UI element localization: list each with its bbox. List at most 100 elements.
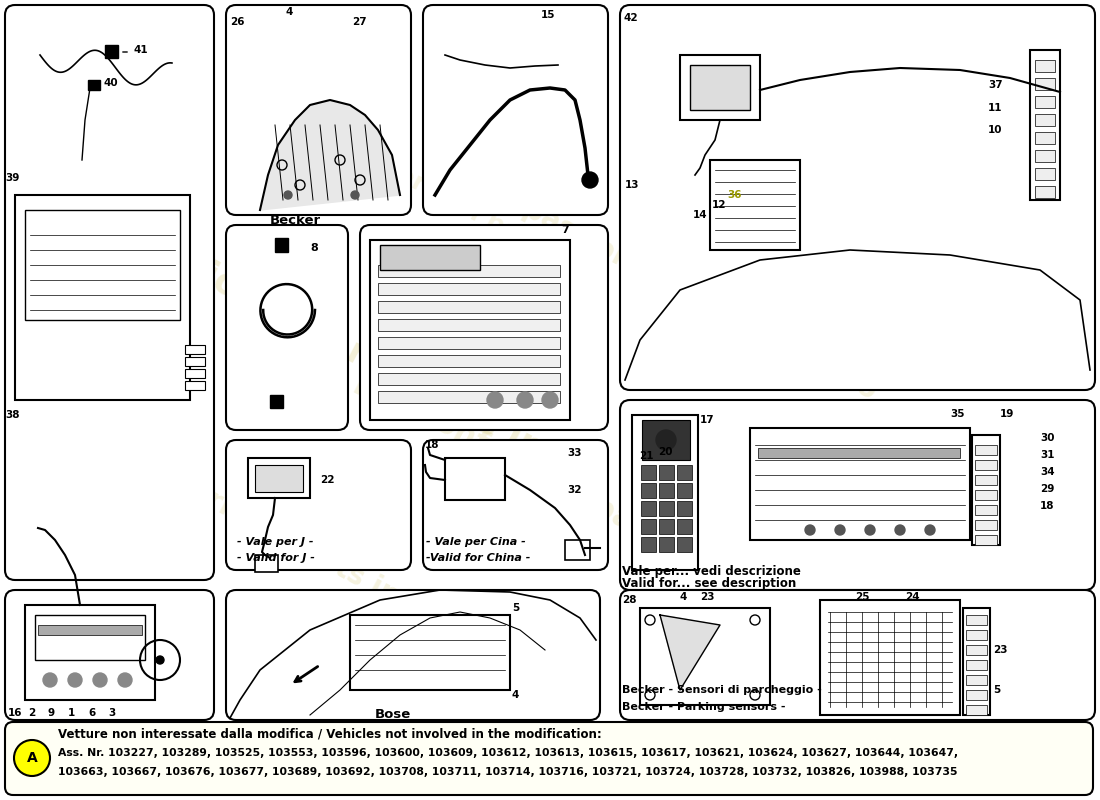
Circle shape <box>351 191 359 199</box>
Bar <box>1035 60 1055 72</box>
FancyBboxPatch shape <box>620 5 1094 390</box>
Bar <box>632 415 698 570</box>
Circle shape <box>925 525 935 535</box>
Bar <box>966 630 987 640</box>
Text: 40: 40 <box>103 78 118 88</box>
Text: -Valid for China -: -Valid for China - <box>426 553 530 563</box>
Bar <box>975 520 997 530</box>
Circle shape <box>895 525 905 535</box>
Bar <box>270 395 283 408</box>
FancyBboxPatch shape <box>424 5 608 215</box>
Bar <box>966 615 987 625</box>
Bar <box>690 65 750 110</box>
Bar <box>966 705 987 715</box>
Text: 23: 23 <box>993 645 1008 655</box>
Bar <box>966 645 987 655</box>
Bar <box>975 505 997 515</box>
Text: 27: 27 <box>352 17 366 27</box>
Text: passionforrarri parts info: passionforrarri parts info <box>518 194 882 406</box>
Text: 30: 30 <box>1040 433 1055 443</box>
Text: 24: 24 <box>905 592 920 602</box>
Text: 5: 5 <box>993 685 1000 695</box>
Text: 4: 4 <box>680 592 688 602</box>
Text: 39: 39 <box>6 173 20 183</box>
Text: 103663, 103667, 103676, 103677, 103689, 103692, 103708, 103711, 103714, 103716, : 103663, 103667, 103676, 103677, 103689, … <box>58 767 957 777</box>
Bar <box>758 448 960 458</box>
Bar <box>378 283 560 295</box>
Text: 15: 15 <box>541 10 556 20</box>
Text: 13: 13 <box>625 180 639 190</box>
Bar <box>641 501 656 516</box>
Bar <box>659 537 674 552</box>
Circle shape <box>156 656 164 664</box>
Text: Vale per... vedi descrizione: Vale per... vedi descrizione <box>621 566 801 578</box>
FancyBboxPatch shape <box>620 590 1094 720</box>
Bar <box>642 420 690 460</box>
Circle shape <box>656 430 676 450</box>
Bar <box>255 465 302 492</box>
Text: 10: 10 <box>988 125 1002 135</box>
Bar <box>975 490 997 500</box>
Bar <box>676 483 692 498</box>
Text: 20: 20 <box>658 447 672 457</box>
Polygon shape <box>260 100 400 210</box>
Text: 36: 36 <box>727 190 741 200</box>
Text: 25: 25 <box>855 592 869 602</box>
FancyBboxPatch shape <box>6 590 214 720</box>
Text: - Vale per Cina -: - Vale per Cina - <box>426 537 526 547</box>
Bar <box>275 238 288 252</box>
Bar <box>1035 150 1055 162</box>
FancyBboxPatch shape <box>620 400 1094 590</box>
Text: 37: 37 <box>988 80 1002 90</box>
Bar <box>1035 78 1055 90</box>
Text: passionforrarri parts info: passionforrarri parts info <box>286 106 614 294</box>
Bar <box>378 355 560 367</box>
Bar <box>378 319 560 331</box>
Bar <box>966 675 987 685</box>
Text: Ass. Nr. 103227, 103289, 103525, 103553, 103596, 103600, 103609, 103612, 103613,: Ass. Nr. 103227, 103289, 103525, 103553,… <box>58 748 958 758</box>
Text: 5: 5 <box>512 603 519 613</box>
Bar <box>378 373 560 385</box>
Bar <box>641 465 656 480</box>
Bar <box>1035 132 1055 144</box>
Bar <box>640 608 770 705</box>
Bar <box>975 475 997 485</box>
Bar <box>378 337 560 349</box>
Text: 16: 16 <box>8 708 22 718</box>
FancyBboxPatch shape <box>226 225 348 430</box>
Bar <box>25 210 180 320</box>
Bar <box>1030 50 1060 200</box>
Bar <box>966 660 987 670</box>
Text: 42: 42 <box>623 13 638 23</box>
Bar <box>641 537 656 552</box>
Text: Becker - Sensori di parcheggio -: Becker - Sensori di parcheggio - <box>621 685 822 695</box>
FancyBboxPatch shape <box>424 440 608 570</box>
Text: 19: 19 <box>1000 409 1014 419</box>
Bar <box>378 265 560 277</box>
Text: 11: 11 <box>988 103 1002 113</box>
Circle shape <box>94 673 107 687</box>
FancyBboxPatch shape <box>226 440 411 570</box>
Text: passionforrarri parts info: passionforrarri parts info <box>68 414 431 626</box>
Text: 18: 18 <box>425 440 440 450</box>
Circle shape <box>582 172 598 188</box>
Circle shape <box>68 673 82 687</box>
Bar <box>680 55 760 120</box>
Circle shape <box>805 525 815 535</box>
Text: 35: 35 <box>950 409 965 419</box>
Text: passionforrarri parts info: passionforrarri parts info <box>114 214 585 486</box>
Text: Vetture non interessate dalla modifica / Vehicles not involved in the modificati: Vetture non interessate dalla modifica /… <box>58 727 602 741</box>
Bar <box>15 195 190 400</box>
Bar <box>379 245 480 270</box>
Bar <box>972 435 1000 545</box>
Bar <box>88 80 100 90</box>
Text: 38: 38 <box>6 410 20 420</box>
Bar <box>350 615 510 690</box>
Text: 22: 22 <box>320 475 334 485</box>
Polygon shape <box>660 615 720 690</box>
Text: 31: 31 <box>1040 450 1055 460</box>
Bar <box>641 483 656 498</box>
Text: 28: 28 <box>621 595 637 605</box>
FancyBboxPatch shape <box>360 225 608 430</box>
Bar <box>676 519 692 534</box>
